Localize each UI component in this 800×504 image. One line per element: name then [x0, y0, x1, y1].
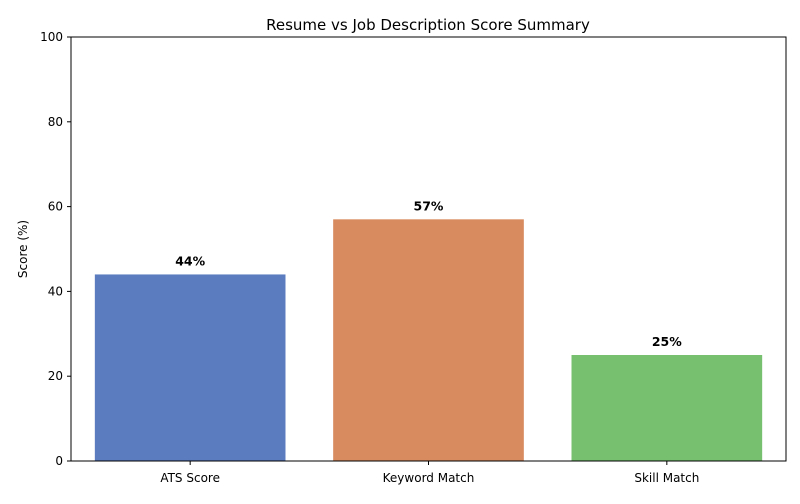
bar	[94, 274, 286, 461]
bar-value-label: 44%	[175, 253, 205, 268]
y-tick-label: 20	[48, 369, 63, 383]
bar-value-label: 57%	[414, 198, 444, 213]
y-tick-label: 80	[48, 115, 63, 129]
y-tick-label: 100	[40, 30, 63, 44]
bars-group	[94, 219, 763, 461]
y-axis-label: Score (%)	[16, 220, 30, 278]
bar	[571, 355, 763, 461]
chart-title: Resume vs Job Description Score Summary	[266, 16, 590, 34]
y-tick-label: 0	[55, 454, 63, 468]
y-tick-label: 60	[48, 200, 63, 214]
data-labels-group: 44% 57% 25%	[175, 198, 682, 349]
plot-frame	[70, 36, 787, 462]
x-tick-label: ATS Score	[160, 471, 220, 485]
x-tick-label: Skill Match	[634, 471, 699, 485]
x-axis-ticks: ATS Score Keyword Match Skill Match	[160, 461, 699, 485]
y-axis-ticks: 0 20 40 60 80 100	[40, 30, 71, 468]
x-tick-label: Keyword Match	[383, 471, 475, 485]
bar	[333, 219, 524, 461]
y-tick-label: 40	[48, 284, 63, 298]
bar-value-label: 25%	[652, 334, 682, 349]
